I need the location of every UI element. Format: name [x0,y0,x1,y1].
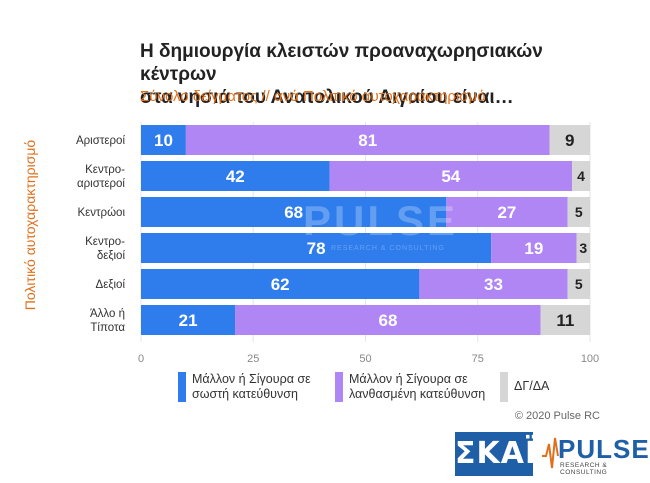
data-label: 27 [497,203,516,222]
bar-segment [567,269,590,299]
skai-logo: ΣΚΑΪ [455,432,536,476]
chart-title: Η δημιουργία κλειστών προαναχωρησιακών κ… [140,40,620,109]
watermark-text: PULSE [303,197,459,244]
stacked-bar-chart: 0 25 50 75 100 Αριστεροί 10 81 9 Κεντρο-αριστεροί… [76,122,599,365]
bar-segment [141,125,186,155]
category-label: Άλλο ή [90,308,125,320]
category-label: Τίποτα [90,322,125,334]
data-label: 9 [565,131,574,150]
legend-label-line: Μάλλον ή Σίγουρα σε [192,372,311,386]
category-label: Κεντρο- [85,164,125,176]
bar-segment [141,161,330,191]
data-label: 11 [556,311,574,330]
copyright-text: © 2020 Pulse RC [514,410,600,422]
legend-label-line: ΔΓ/ΔΑ [514,379,550,393]
pulse-logo-subtext: RESEARCH & CONSULTING [560,462,608,476]
pulse-logo-mark [542,437,559,469]
data-label: 54 [441,167,460,186]
bar-segment [141,233,492,263]
bar-segment [419,269,568,299]
x-tick-label: 0 [138,353,144,365]
legend-label-line: λανθασμένη κατεύθυνση [349,387,486,401]
pulse-logo-text: PULSE [558,434,650,464]
chart-title-line-1: Η δημιουργία κλειστών προαναχωρησιακών κ… [140,41,543,85]
legend-label: ΔΓ/ΔΑ [514,379,650,394]
bar-segment [491,233,577,263]
data-label: 62 [271,275,290,294]
legend-label: Μάλλον ή Σίγουρα σε λανθασμένη κατεύθυνση [349,372,489,402]
x-tick-label: 25 [247,353,259,365]
bar-segment [235,305,541,335]
legend-label-line: Μάλλον ή Σίγουρα σε [349,372,468,386]
data-label: 33 [484,275,503,294]
x-tick-label: 100 [581,353,599,365]
bar-segment [540,305,590,335]
category-label: αριστεροί [77,178,125,190]
data-label: 4 [577,168,585,184]
data-label: 68 [284,203,303,222]
bar-segment [572,161,590,191]
category-label: Δεξιοί [96,279,126,291]
data-label: 5 [575,204,583,220]
bar-segment [141,269,420,299]
bar-segment [141,197,447,227]
bar-segment [446,197,568,227]
data-label: 5 [575,276,583,292]
data-label: 21 [179,311,198,330]
data-label: 42 [226,167,245,186]
bar-segment [185,125,550,155]
data-label: 10 [154,131,173,150]
pulse-watermark: PULSE RESEARCH & CONSULTING [303,197,458,252]
bar-segment [567,197,590,227]
chart-title-line-2: στα νησιά του Ανατολικού Αιγαίου είναι… [140,87,514,108]
bar-segment [141,305,236,335]
category-label: Αριστεροί [76,135,125,147]
category-label: Κεντρο- [85,236,125,248]
data-label: 81 [358,131,377,150]
bar-segment [549,125,590,155]
category-label: δεξιοί [97,250,126,262]
legend-label: Μάλλον ή Σίγουρα σε σωστή κατεύθυνση [192,372,332,402]
watermark-subtext: RESEARCH & CONSULTING [331,245,445,252]
legend-swatch [335,372,343,402]
x-tick-label: 75 [472,353,484,365]
category-label: Κεντρώοι [77,207,125,219]
chart-legend: Μάλλον ή Σίγουρα σε σωστή κατεύθυνση Μάλλο… [0,372,650,412]
data-label: 19 [524,239,543,258]
x-tick-label: 50 [359,353,371,365]
data-label: 68 [378,311,397,330]
bar-segment [576,233,590,263]
data-label: 3 [579,240,587,256]
bar-segment [329,161,573,191]
legend-label-line: σωστή κατεύθυνση [192,387,298,401]
pulse-logo: PULSE RESEARCH & CONSULTING [540,432,649,476]
data-label: 78 [307,239,326,258]
chart-subtitle: Σύνολο δείγματος // ανά Πολιτικό αυτοχαρ… [140,88,486,105]
legend-swatch [178,372,186,402]
legend-swatch [500,372,508,402]
